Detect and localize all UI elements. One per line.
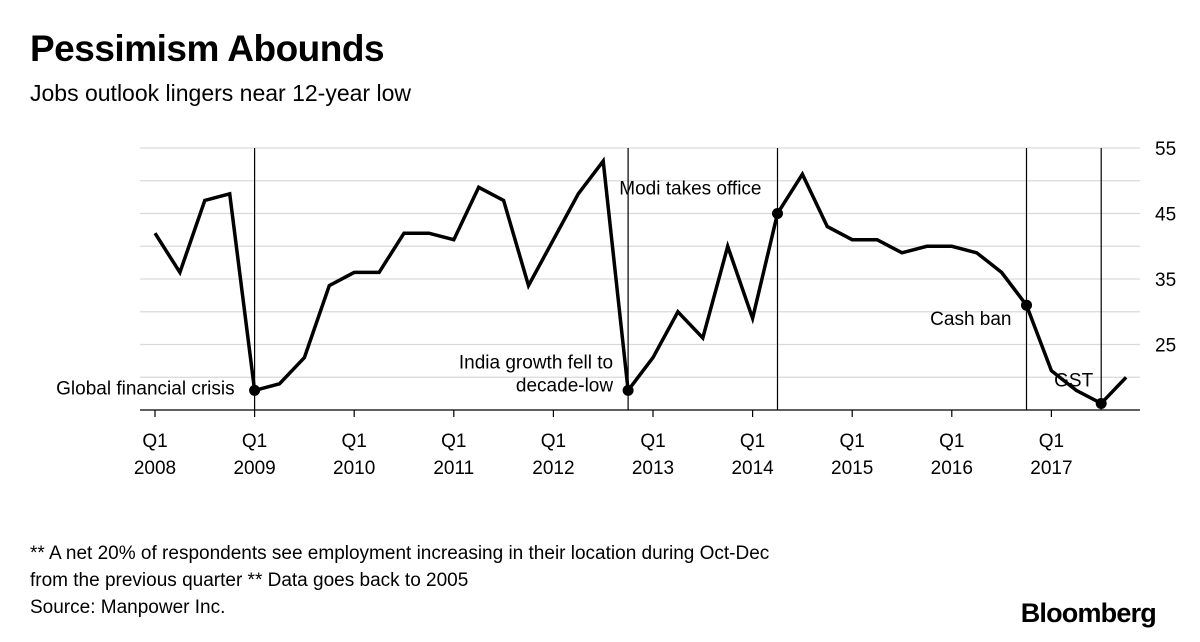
event-marker bbox=[772, 208, 783, 219]
annotation-label: decade-low bbox=[516, 375, 613, 396]
x-tick-quarter: Q1 bbox=[740, 431, 765, 452]
event-lines bbox=[254, 148, 1102, 410]
y-tick-label: 55 bbox=[1155, 139, 1176, 160]
y-tick-label: 45 bbox=[1155, 205, 1176, 226]
footnote-line-1: ** A net 20% of respondents see employme… bbox=[30, 543, 770, 564]
annotation-label: Modi takes office bbox=[619, 179, 761, 200]
annotation-label: India growth fell to bbox=[459, 352, 613, 373]
y-tick-label: 35 bbox=[1155, 270, 1176, 291]
x-tick-year: 2016 bbox=[931, 458, 973, 479]
annotation-labels: Global financial crisis India growth fell… bbox=[56, 179, 1093, 400]
gridlines bbox=[140, 147, 1140, 378]
x-tick-year: 2017 bbox=[1030, 458, 1072, 479]
footnote-line-2: from the previous quarter ** Data goes b… bbox=[30, 570, 469, 591]
x-tick-quarter: Q1 bbox=[541, 431, 566, 452]
x-tick-quarter: Q1 bbox=[640, 431, 665, 452]
x-axis: 25 35 45 55 Q1 2008 Q1 2009 Q1 2010 Q1 2011 Q1 2012 Q1… bbox=[134, 139, 1176, 479]
x-tick-year: 2008 bbox=[134, 458, 176, 479]
x-tick-year: 2014 bbox=[731, 458, 774, 479]
x-tick-quarter: Q1 bbox=[939, 431, 964, 452]
x-tick-year: 2015 bbox=[831, 458, 873, 479]
x-tick-year: 2012 bbox=[532, 458, 574, 479]
x-tick-quarter: Q1 bbox=[441, 431, 466, 452]
x-tick-year: 2010 bbox=[333, 458, 375, 479]
x-tick-quarter: Q1 bbox=[342, 431, 367, 452]
x-tick-year: 2013 bbox=[632, 458, 674, 479]
source-note: Source: Manpower Inc. bbox=[30, 597, 226, 618]
x-tick-quarter: Q1 bbox=[1039, 431, 1064, 452]
series-line bbox=[153, 156, 1128, 406]
series-line-group bbox=[153, 156, 1128, 406]
line-chart: 25 35 45 55 Q1 2008 Q1 2009 Q1 2010 Q1 2011 Q1 2012 Q1… bbox=[56, 139, 1176, 479]
footnote: ** A net 20% of respondents see employme… bbox=[30, 540, 1030, 621]
x-tick-quarter: Q1 bbox=[840, 431, 865, 452]
event-marker bbox=[1021, 299, 1032, 311]
x-tick-year: 2011 bbox=[433, 458, 474, 479]
x-tick-quarter: Q1 bbox=[142, 431, 167, 452]
chart-title: Pessimism Abounds bbox=[30, 28, 385, 69]
x-tick-year: 2009 bbox=[233, 458, 275, 479]
event-markers bbox=[249, 208, 1107, 409]
x-tick-quarter: Q1 bbox=[242, 431, 267, 452]
chart-subtitle: Jobs outlook lingers near 12-year low bbox=[30, 80, 411, 106]
annotation-label: GST bbox=[1054, 370, 1093, 391]
annotation-label: Cash ban bbox=[930, 309, 1011, 330]
bloomberg-logo: Bloomberg bbox=[1020, 598, 1157, 628]
y-tick-label: 25 bbox=[1155, 336, 1176, 357]
event-marker bbox=[249, 384, 261, 396]
annotation-label: Global financial crisis bbox=[56, 378, 234, 399]
event-marker bbox=[1095, 397, 1107, 409]
event-marker bbox=[622, 384, 634, 396]
